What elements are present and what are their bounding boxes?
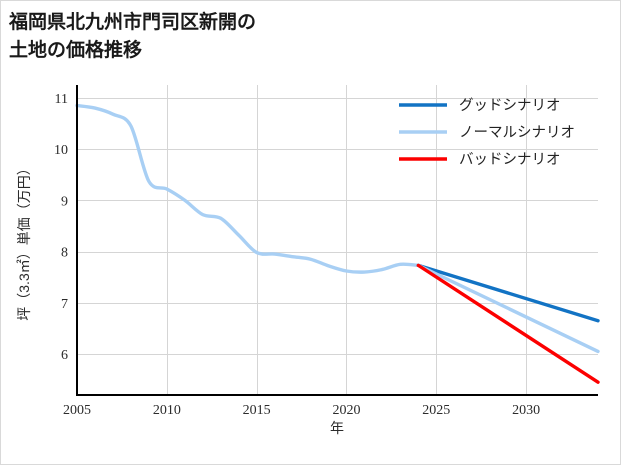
legend-label: グッドシナリオ — [459, 97, 561, 114]
series-group — [75, 103, 600, 384]
series-line-history — [75, 103, 421, 274]
legend-label: バッドシナリオ — [459, 152, 561, 168]
x-tick-label: 2010 — [153, 403, 181, 418]
x-tick-label: 2005 — [63, 403, 91, 418]
y-axis-title: 坪（3.3㎡）単価（万円） — [16, 161, 32, 320]
page-title: 福岡県北九州市門司区新開の 土地の価格推移 — [9, 12, 257, 61]
y-tick-label: 7 — [61, 297, 68, 312]
y-tick-label: 6 — [61, 348, 68, 363]
x-axis-tick-labels: 2005 2010 2015 2020 2025 2030 — [63, 403, 540, 418]
series-line-バッドシナリオ — [416, 263, 600, 384]
x-axis-title: 年 — [330, 420, 344, 436]
x-tick-label: 2015 — [243, 403, 271, 418]
x-tick-label: 2020 — [332, 403, 360, 418]
series-line-グッドシナリオ — [416, 263, 600, 323]
x-tick-label: 2025 — [422, 403, 450, 418]
y-tick-label: 9 — [61, 194, 68, 209]
y-tick-label: 11 — [55, 92, 68, 107]
series-line-ノーマルシナリオ — [416, 263, 600, 354]
legend-label: ノーマルシナリオ — [459, 125, 575, 141]
x-tick-label: 2030 — [512, 403, 540, 418]
y-axis-tick-labels: 6 7 8 9 10 11 — [54, 92, 68, 363]
y-tick-label: 10 — [54, 143, 68, 158]
y-tick-label: 8 — [61, 246, 68, 261]
